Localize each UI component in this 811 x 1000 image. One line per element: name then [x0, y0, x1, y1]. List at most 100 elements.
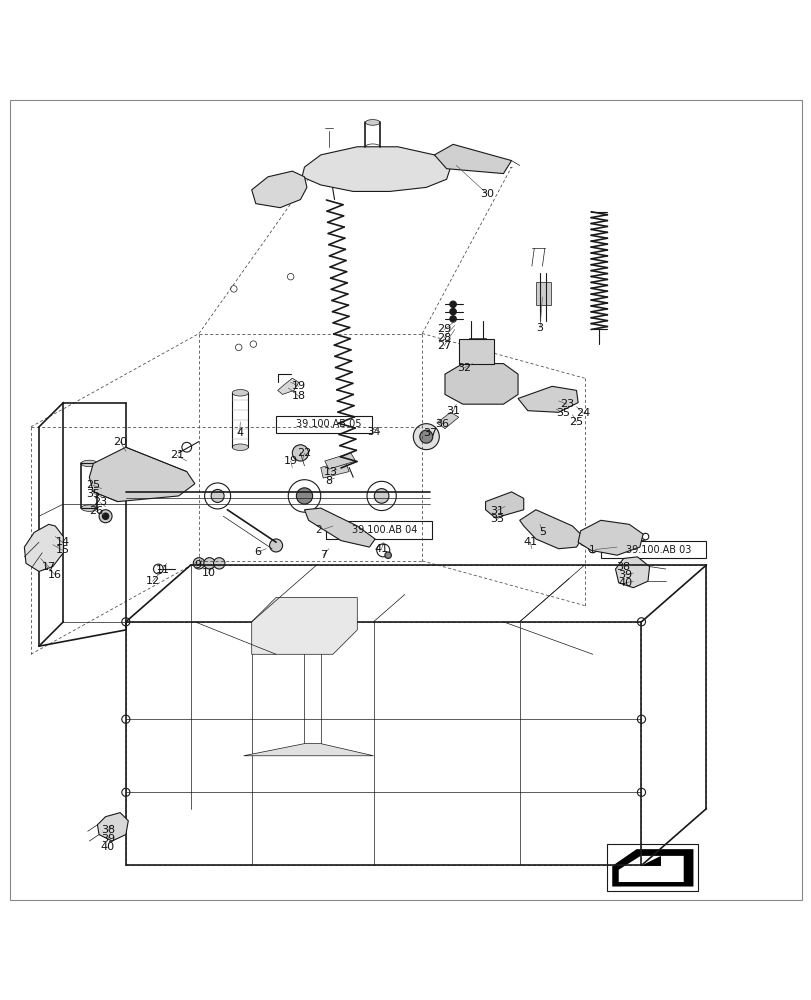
Polygon shape	[517, 386, 577, 412]
Circle shape	[296, 488, 312, 504]
Circle shape	[211, 489, 224, 502]
Polygon shape	[243, 744, 373, 756]
Circle shape	[235, 344, 242, 351]
Text: 41: 41	[374, 544, 388, 554]
Text: 31: 31	[445, 406, 460, 416]
Text: 19: 19	[283, 456, 298, 466]
Polygon shape	[97, 813, 128, 841]
Ellipse shape	[81, 460, 97, 467]
Text: 14: 14	[55, 537, 70, 547]
Text: 24: 24	[575, 408, 590, 418]
Text: 40: 40	[617, 578, 632, 588]
Text: 36: 36	[435, 419, 449, 429]
Text: 33: 33	[489, 514, 504, 524]
Text: 38: 38	[101, 825, 115, 835]
Circle shape	[292, 445, 308, 461]
Circle shape	[588, 545, 596, 553]
Text: 9: 9	[195, 560, 201, 570]
Circle shape	[637, 788, 645, 796]
Text: 34: 34	[367, 427, 380, 437]
Bar	[326, 521, 431, 539]
Ellipse shape	[81, 505, 97, 511]
Text: 29: 29	[436, 324, 451, 334]
Text: 39.100.AB 04: 39.100.AB 04	[351, 525, 417, 535]
Circle shape	[182, 442, 191, 452]
Text: 13: 13	[324, 467, 338, 477]
Text: 18: 18	[291, 391, 306, 401]
Circle shape	[449, 308, 456, 315]
Polygon shape	[24, 524, 63, 571]
Text: 39: 39	[101, 834, 115, 844]
Circle shape	[102, 513, 109, 519]
Text: 40: 40	[101, 842, 115, 852]
Text: 15: 15	[55, 545, 70, 555]
Text: 30: 30	[479, 189, 494, 199]
Text: 35: 35	[86, 489, 101, 499]
Circle shape	[543, 523, 560, 539]
Text: 19: 19	[291, 381, 306, 391]
Polygon shape	[251, 597, 357, 654]
Polygon shape	[519, 510, 582, 549]
Text: 39.100.AB 03: 39.100.AB 03	[625, 545, 691, 555]
Circle shape	[637, 715, 645, 723]
Circle shape	[287, 273, 294, 280]
Circle shape	[637, 618, 645, 626]
Circle shape	[288, 480, 320, 512]
Polygon shape	[458, 339, 493, 364]
Text: 7: 7	[320, 550, 326, 560]
Polygon shape	[640, 856, 660, 866]
Bar	[469, 338, 485, 354]
Circle shape	[122, 788, 130, 796]
Ellipse shape	[365, 120, 380, 125]
Circle shape	[204, 483, 230, 509]
Text: 41: 41	[522, 537, 537, 547]
Bar	[535, 282, 550, 305]
Polygon shape	[611, 849, 693, 887]
Text: 2: 2	[315, 525, 321, 535]
Circle shape	[547, 527, 556, 535]
Polygon shape	[577, 520, 642, 555]
Text: 35: 35	[555, 408, 569, 418]
Text: 25: 25	[569, 417, 583, 427]
Text: 10: 10	[201, 568, 216, 578]
Polygon shape	[444, 364, 517, 404]
Text: 23: 23	[92, 497, 107, 507]
Polygon shape	[485, 492, 523, 518]
Polygon shape	[434, 144, 511, 174]
Circle shape	[419, 430, 432, 443]
Text: 39: 39	[617, 570, 632, 580]
Circle shape	[582, 537, 589, 544]
Circle shape	[449, 316, 456, 322]
Circle shape	[638, 541, 646, 549]
Text: 38: 38	[616, 562, 630, 572]
Polygon shape	[618, 856, 683, 882]
Circle shape	[153, 564, 163, 574]
Bar	[607, 844, 697, 891]
Polygon shape	[436, 412, 458, 429]
Text: 32: 32	[457, 363, 471, 373]
Circle shape	[122, 618, 130, 626]
Text: 20: 20	[113, 437, 127, 447]
Ellipse shape	[232, 390, 248, 396]
Polygon shape	[89, 447, 195, 502]
Circle shape	[413, 424, 439, 450]
Text: 28: 28	[436, 333, 451, 343]
Text: 12: 12	[145, 576, 160, 586]
Circle shape	[250, 341, 256, 347]
Text: 16: 16	[48, 570, 62, 580]
Text: 4: 4	[236, 428, 242, 438]
Circle shape	[367, 481, 396, 511]
Text: 3: 3	[536, 323, 543, 333]
Text: 21: 21	[169, 450, 184, 460]
Polygon shape	[251, 171, 307, 208]
Circle shape	[376, 544, 389, 557]
Text: 1: 1	[588, 545, 594, 555]
Bar	[600, 541, 706, 558]
Text: 23: 23	[559, 399, 573, 409]
Polygon shape	[302, 147, 450, 191]
Polygon shape	[304, 508, 375, 547]
Bar	[276, 416, 371, 433]
Text: 26: 26	[88, 506, 103, 516]
Polygon shape	[277, 378, 298, 394]
Text: 11: 11	[155, 565, 169, 575]
